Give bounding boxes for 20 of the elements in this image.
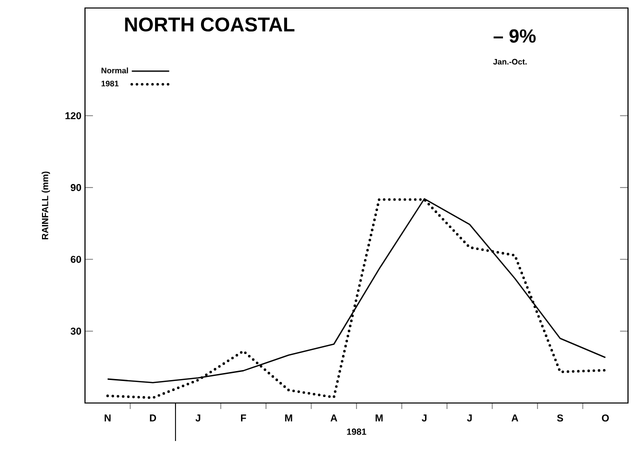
x-tick-label: J	[422, 414, 426, 422]
x-tick-label: J	[196, 414, 200, 422]
x-tick-label: O	[602, 414, 609, 422]
x-tick-label: M	[376, 414, 383, 422]
x-tick-label: A	[330, 414, 338, 422]
x-tick-label: F	[241, 414, 246, 422]
chart-title: NORTH COASTAL	[125, 17, 294, 32]
y-axis-title: RAINFALL (mm)	[42, 172, 50, 240]
x-tick-label: A	[512, 414, 518, 422]
annotation: – 9%	[494, 29, 536, 43]
y-tick-label: 120	[65, 112, 82, 120]
x-tick-label: J	[467, 414, 472, 422]
x-tick-label: N	[104, 414, 111, 422]
x-tick-label: S	[557, 414, 564, 422]
x-axis-title: 1981	[347, 428, 366, 435]
y-tick-label: 90	[70, 184, 82, 192]
x-tick-label: D	[150, 414, 156, 422]
y-tick-label: 60	[70, 256, 82, 263]
x-tick-label: M	[285, 414, 292, 422]
y-tick-label: 30	[70, 328, 82, 335]
